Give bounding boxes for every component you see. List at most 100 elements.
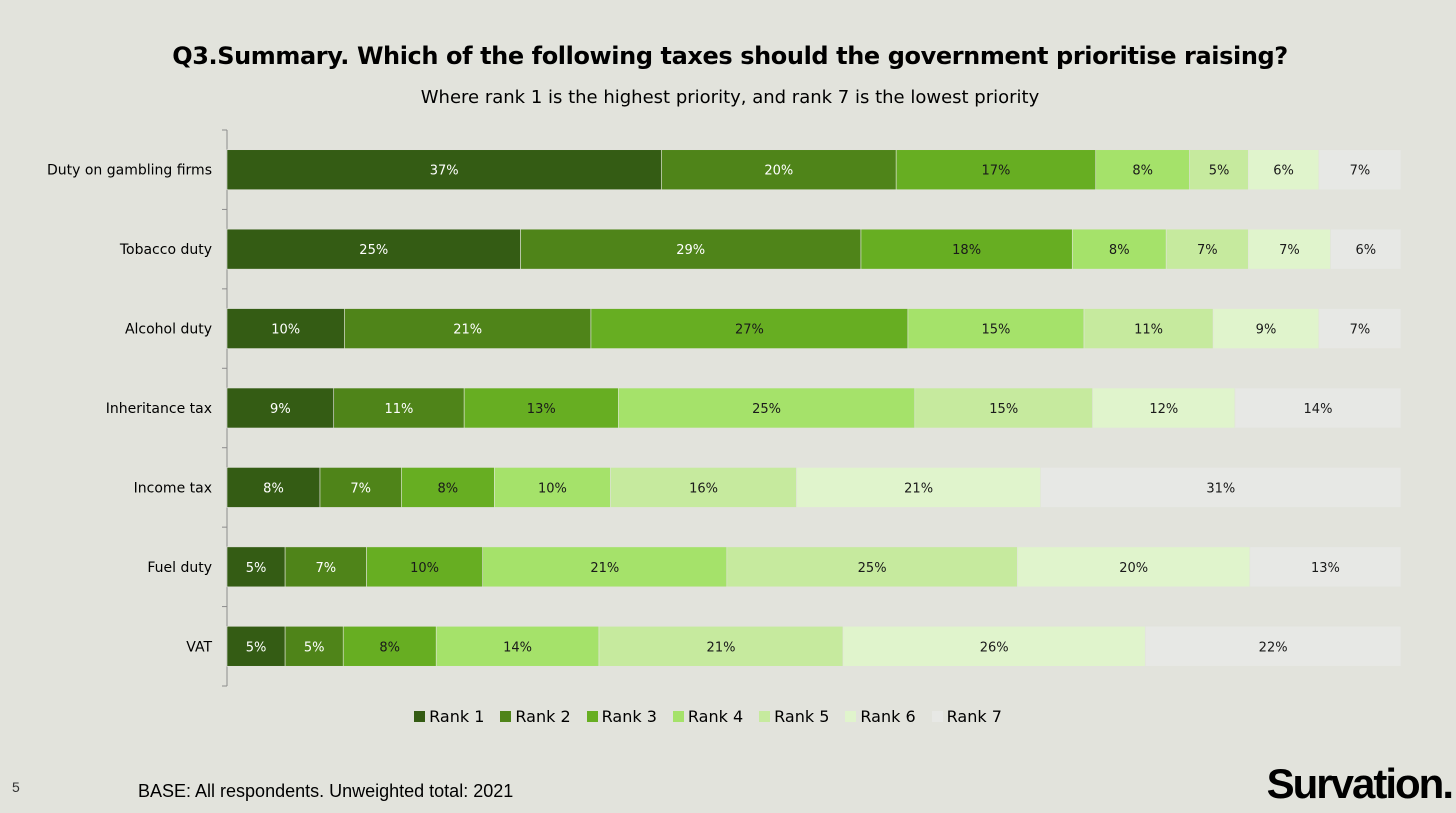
data-label: 7% bbox=[1197, 243, 1218, 258]
category-label: Inheritance tax bbox=[106, 401, 212, 417]
bar-segment-rank-7 bbox=[1318, 308, 1402, 349]
data-label: 5% bbox=[1209, 164, 1230, 179]
legend-swatch bbox=[845, 711, 857, 722]
bar-segment-rank-2 bbox=[661, 149, 897, 191]
data-label: 10% bbox=[410, 561, 439, 576]
data-label: 20% bbox=[1119, 561, 1148, 576]
category-label: Duty on gambling firms bbox=[47, 163, 212, 179]
chart-legend: Rank 1 Rank 2 Rank 3 Rank 4 Rank 5 Rank 6 Rank… bbox=[0, 707, 1416, 726]
bar-segment-rank-6 bbox=[1017, 546, 1251, 588]
bar-segment-rank-7 bbox=[1330, 228, 1402, 270]
legend-swatch bbox=[931, 711, 943, 722]
bar-segment-rank-4 bbox=[1071, 228, 1167, 270]
data-label: 8% bbox=[1132, 164, 1153, 179]
bar-segment-rank-4 bbox=[482, 546, 728, 588]
bar-segment-rank-1 bbox=[226, 228, 521, 270]
data-label: 21% bbox=[707, 640, 736, 655]
bar-segment-rank-7 bbox=[1234, 387, 1402, 429]
legend-item-rank-2: Rank 2 bbox=[500, 707, 571, 726]
legend-item-rank-3: Rank 3 bbox=[586, 707, 657, 726]
data-label: 5% bbox=[246, 561, 267, 576]
legend-item-rank-1: Rank 1 bbox=[414, 707, 484, 726]
bar-segment-rank-2 bbox=[344, 308, 592, 349]
bar-segment-rank-7 bbox=[1249, 546, 1402, 588]
bar-segment-rank-5 bbox=[598, 625, 844, 667]
legend-swatch bbox=[500, 711, 512, 722]
category-label: VAT bbox=[186, 639, 212, 655]
bar-segment-rank-6 bbox=[1092, 387, 1236, 429]
data-label: 29% bbox=[676, 243, 705, 258]
legend-label: Rank 7 bbox=[946, 707, 1002, 726]
category-label: Tobacco duty bbox=[119, 242, 212, 258]
bar-segment-rank-3 bbox=[463, 387, 619, 429]
data-label: 21% bbox=[904, 481, 933, 496]
bar-segment-rank-2 bbox=[333, 387, 465, 429]
data-label: 12% bbox=[1149, 402, 1178, 417]
bar-segment-rank-6 bbox=[796, 467, 1041, 508]
bar-segment-rank-5 bbox=[1165, 228, 1249, 270]
data-label: 13% bbox=[1311, 561, 1340, 576]
bar-segment-rank-2 bbox=[520, 228, 862, 270]
category-label: Income tax bbox=[134, 480, 212, 496]
data-label: 20% bbox=[764, 164, 793, 179]
data-label: 22% bbox=[1259, 640, 1288, 655]
legend-swatch bbox=[586, 711, 598, 722]
bar-segment-rank-2 bbox=[284, 625, 344, 667]
data-label: 27% bbox=[735, 323, 764, 338]
category-label: Fuel duty bbox=[147, 560, 212, 576]
bar-segment-rank-3 bbox=[342, 625, 437, 667]
chart-title: Q3.Summary. Which of the following taxes… bbox=[172, 42, 1288, 70]
legend-label: Rank 6 bbox=[860, 707, 916, 726]
data-label: 7% bbox=[315, 561, 336, 576]
data-label: 7% bbox=[1350, 323, 1371, 338]
data-label: 31% bbox=[1206, 481, 1235, 496]
data-label: 9% bbox=[270, 402, 291, 417]
bar-segment-rank-1 bbox=[226, 149, 662, 191]
data-label: 10% bbox=[271, 323, 300, 338]
data-label: 25% bbox=[752, 402, 781, 417]
data-label: 5% bbox=[246, 640, 267, 655]
bar-segment-rank-6 bbox=[842, 625, 1146, 667]
brand-logo: Survation. bbox=[1266, 760, 1454, 807]
legend-swatch bbox=[672, 711, 684, 722]
bar-segment-rank-2 bbox=[319, 467, 402, 508]
legend-swatch bbox=[414, 711, 426, 722]
bar-segment-rank-1 bbox=[226, 387, 335, 429]
data-label: 7% bbox=[1279, 243, 1300, 258]
bar-segment-rank-5 bbox=[610, 467, 797, 508]
bar-segment-rank-1 bbox=[226, 625, 286, 667]
data-label: 7% bbox=[350, 481, 371, 496]
bar-segment-rank-5 bbox=[726, 546, 1018, 588]
data-label: 8% bbox=[438, 481, 459, 496]
bar-segment-rank-4 bbox=[1095, 149, 1190, 191]
bar-segment-rank-6 bbox=[1248, 228, 1331, 270]
data-label: 25% bbox=[858, 561, 887, 576]
bar-segment-rank-2 bbox=[284, 546, 367, 588]
legend-item-rank-7: Rank 7 bbox=[931, 707, 1002, 726]
legend-label: Rank 2 bbox=[515, 707, 571, 726]
data-label: 14% bbox=[503, 640, 532, 655]
data-label: 8% bbox=[1109, 243, 1130, 258]
legend-item-rank-5: Rank 5 bbox=[759, 707, 829, 726]
data-label: 18% bbox=[952, 243, 981, 258]
bar-segment-rank-1 bbox=[226, 546, 286, 588]
legend-label: Rank 5 bbox=[774, 707, 830, 726]
bar-segment-rank-3 bbox=[895, 149, 1097, 191]
data-label: 21% bbox=[590, 561, 619, 576]
data-label: 8% bbox=[263, 481, 284, 496]
bar-segment-rank-3 bbox=[590, 308, 909, 349]
data-label: 15% bbox=[989, 402, 1018, 417]
legend-item-rank-6: Rank 6 bbox=[845, 707, 916, 726]
bar-segment-rank-4 bbox=[435, 625, 600, 667]
bar-segment-rank-1 bbox=[226, 308, 345, 349]
stacked-bar-chart: Duty on gambling firms 37% 20% 17% 8% 5% 6% 7% T… bbox=[46, 129, 1402, 687]
data-label: 7% bbox=[1350, 164, 1371, 179]
data-label: 16% bbox=[689, 481, 718, 496]
category-label: Alcohol duty bbox=[125, 322, 212, 338]
bar-segment-rank-4 bbox=[618, 387, 916, 429]
data-label: 26% bbox=[980, 640, 1009, 655]
data-label: 11% bbox=[1134, 323, 1163, 338]
legend-label: Rank 4 bbox=[687, 707, 744, 726]
bar-segment-rank-7 bbox=[1040, 467, 1402, 508]
data-label: 11% bbox=[384, 402, 413, 417]
